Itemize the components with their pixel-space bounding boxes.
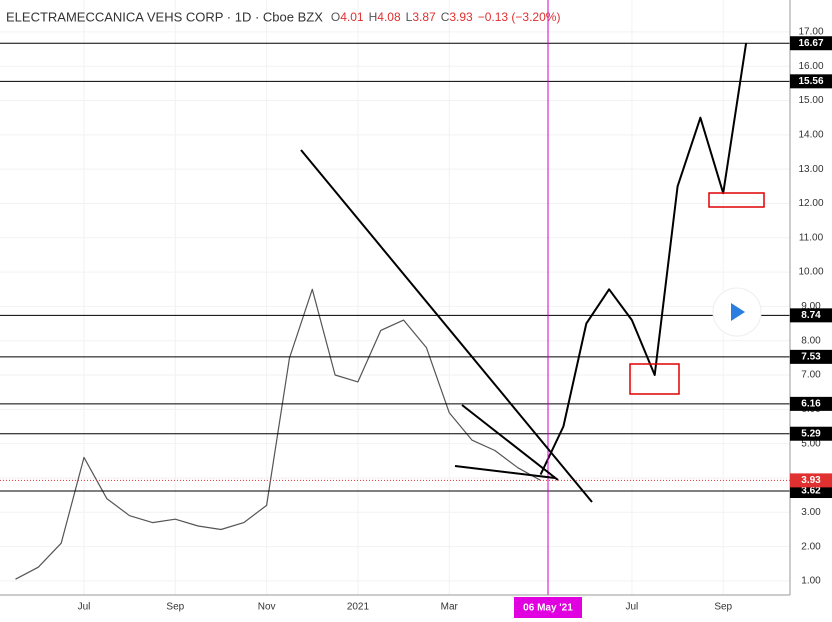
zone-box — [708, 192, 765, 208]
y-tick-label: 17.00 — [798, 27, 823, 38]
crosshair-label-box — [514, 597, 582, 618]
y-tick-label: 10.00 — [798, 267, 823, 278]
y-tick-label: 1.00 — [801, 576, 821, 587]
x-tick-label: Nov — [258, 602, 276, 613]
x-tick-label: Jul — [78, 602, 91, 613]
price-label: 3.93 — [801, 475, 821, 486]
price-label-box — [790, 74, 832, 89]
price-label: 15.56 — [798, 76, 823, 87]
axis-labels: 1.002.003.004.005.006.007.008.009.0010.0… — [78, 27, 832, 618]
y-tick-label: 5.00 — [801, 438, 821, 449]
price-label: 7.53 — [801, 352, 821, 363]
x-tick-label: Sep — [714, 602, 732, 613]
play-button[interactable] — [712, 287, 762, 337]
y-tick-label: 14.00 — [798, 129, 823, 140]
price-label-box — [790, 426, 832, 441]
price-line — [15, 288, 541, 580]
price-label: 6.16 — [801, 399, 821, 410]
price-label: 16.67 — [798, 38, 823, 49]
trend-line — [300, 149, 593, 503]
ohlc-value: 4.01 — [340, 10, 364, 24]
ohlc-value: 3.93 — [449, 10, 473, 24]
ohlc-value: 4.08 — [377, 10, 401, 24]
zone-box — [629, 363, 680, 395]
y-tick-label: 11.00 — [799, 232, 824, 243]
crosshair-label: 06 May '21 — [523, 603, 573, 614]
price-label-box — [790, 308, 832, 323]
x-tick-label: Sep — [166, 602, 184, 613]
price-label: 5.29 — [801, 428, 821, 439]
trend-line — [461, 404, 559, 481]
ohlc-key: O — [331, 10, 340, 24]
y-tick-label: 2.00 — [801, 541, 821, 552]
y-tick-label: 15.00 — [798, 95, 823, 106]
price-label: 3.62 — [801, 486, 821, 497]
chart-title: ELECTRAMECCANICA VEHS CORP · 1D · Cboe B… — [6, 9, 323, 24]
ohlc-value: 3.87 — [412, 10, 436, 24]
y-tick-label: 3.00 — [801, 507, 821, 518]
x-tick-label: Jul — [626, 602, 639, 613]
x-tick-label: Mar — [441, 602, 459, 613]
drawings — [300, 149, 765, 503]
price-label-box — [790, 396, 832, 411]
ohlc-key: C — [441, 10, 450, 24]
ohlc-key: L — [406, 10, 413, 24]
ohlc: O4.01 H4.08 L3.87 C3.93 −0.13 (−3.20%) — [331, 10, 561, 24]
change: −0.13 (−3.20%) — [478, 10, 561, 24]
price-label-box — [790, 473, 832, 488]
trend-line — [454, 465, 556, 479]
header: ELECTRAMECCANICA VEHS CORP · 1D · Cboe B… — [6, 9, 560, 24]
y-tick-label: 8.00 — [801, 335, 821, 346]
plot — [0, 0, 790, 595]
y-tick-label: 9.00 — [801, 301, 821, 312]
grid — [0, 0, 790, 595]
y-tick-label: 16.00 — [798, 61, 823, 72]
ohlc-key: H — [369, 10, 378, 24]
play-icon[interactable] — [731, 303, 745, 321]
price-label-box — [790, 349, 832, 364]
price-label: 8.74 — [801, 310, 821, 321]
price-line — [539, 43, 748, 476]
time-axis — [0, 595, 790, 622]
y-tick-label: 7.00 — [801, 370, 821, 381]
x-tick-label: 2021 — [347, 602, 370, 613]
y-tick-label: 12.00 — [798, 198, 823, 209]
price-label-box — [790, 36, 832, 51]
y-tick-label: 13.00 — [798, 164, 823, 175]
price-label-box — [790, 484, 832, 499]
